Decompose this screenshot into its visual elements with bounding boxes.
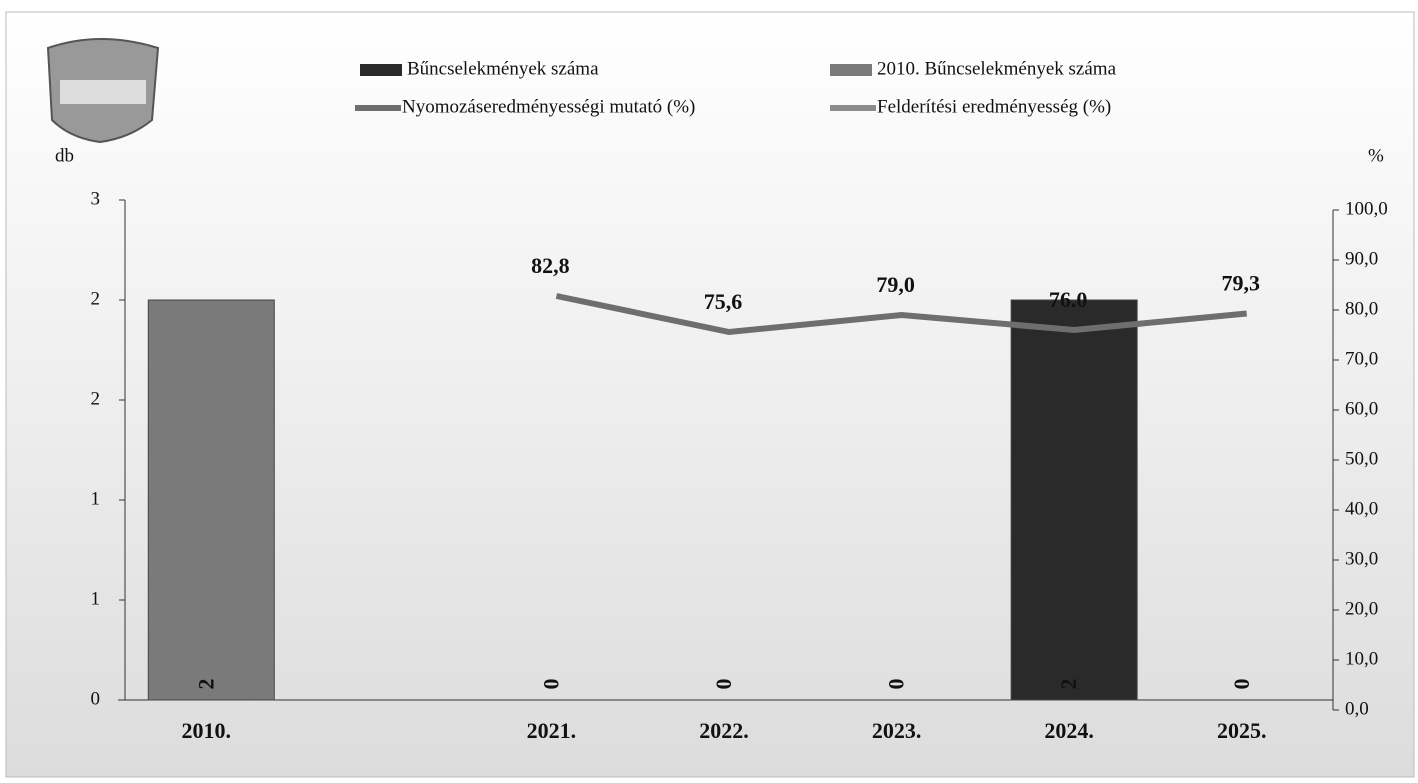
y-tick-label: 0 [91,688,101,709]
bar-value-label: 0 [1229,679,1254,690]
x-tick-label: 2024. [1044,718,1094,743]
y2-tick-label: 60,0 [1345,398,1378,419]
bar-value-label: 0 [884,679,909,690]
y2-tick-label: 100,0 [1345,198,1388,219]
y2-tick-label: 80,0 [1345,298,1378,319]
line-value-label: 79,3 [1221,271,1260,296]
bar-value-label: 2 [1056,679,1081,690]
y2-tick-label: 90,0 [1345,248,1378,269]
bar [147,299,275,701]
legend-label: Bűncselekmények száma [407,58,599,79]
y2-tick-label: 10,0 [1345,648,1378,669]
y-tick-label: 2 [91,288,101,309]
line-value-label: 76.0 [1049,287,1088,312]
line [555,293,1247,336]
y2-tick-label: 50,0 [1345,448,1378,469]
y2-tick-label: 70,0 [1345,348,1378,369]
line-value-label: 75,6 [704,289,743,314]
y2-tick-label: 20,0 [1345,598,1378,619]
legend-label: Felderítési eredményesség (%) [877,96,1111,117]
legend-swatch [360,64,402,76]
y2-tick-label: 40,0 [1345,498,1378,519]
bar-value-label: 2 [193,679,218,690]
y2-tick-label: 0,0 [1345,698,1369,719]
x-tick-label: 2022. [699,718,749,743]
y-tick-label: 1 [91,588,101,609]
y-tick-label: 1 [91,488,101,509]
bar [1010,299,1138,701]
line-value-label: 82,8 [531,253,570,278]
y2-axis-title: % [1368,145,1384,166]
legend-label: 2010. Bűncselekmények száma [877,58,1117,79]
x-tick-label: 2010. [182,718,232,743]
legend-label: Nyomozáseredményességi mutató (%) [402,96,695,117]
bar-value-label: 0 [538,679,563,690]
x-tick-label: 2025. [1217,718,1267,743]
line-value-label: 79,0 [876,272,915,297]
legend-swatch [830,64,872,76]
y2-tick-label: 30,0 [1345,548,1378,569]
y-axis-title: db [55,145,74,166]
bar-value-label: 0 [711,679,736,690]
x-tick-label: 2023. [872,718,922,743]
y-tick-label: 2 [91,388,101,409]
logo [46,38,160,144]
x-tick-label: 2021. [527,718,577,743]
y-tick-label: 3 [91,188,101,209]
